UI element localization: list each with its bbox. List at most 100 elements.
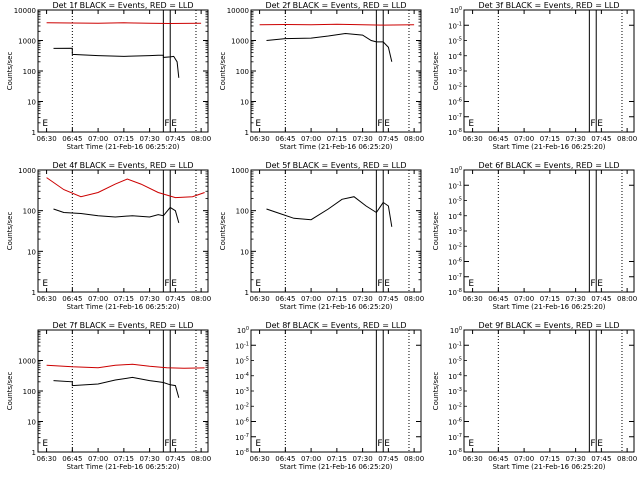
y-tick-label: 10-8 — [448, 448, 462, 457]
events-series-line — [53, 47, 180, 78]
chart-title: Det 3f BLACK = Events, RED = LLD — [478, 1, 619, 10]
y-tick-label: 10 — [27, 99, 36, 107]
chart-panel-8: Det 8f BLACK = Events, RED = LLD10010-11… — [235, 321, 424, 471]
plot-frame — [37, 329, 209, 453]
event-marker-label: F — [164, 119, 169, 129]
y-tick-label: 100 — [236, 68, 249, 76]
x-tick-label: 06:30 — [36, 135, 56, 143]
y-tick-label: 100 — [23, 388, 36, 396]
x-tick-label: 07:00 — [514, 135, 534, 143]
x-tick-label: 07:15 — [540, 455, 560, 463]
x-tick-label: 06:30 — [462, 455, 482, 463]
x-tick-label: 06:45 — [62, 135, 82, 143]
y-tick-label: 100 — [450, 166, 462, 175]
events-series-line — [53, 206, 180, 224]
x-tick-label: 07:15 — [327, 455, 347, 463]
y-axis-label: Counts/sec — [6, 372, 14, 411]
y-tick-label: 10 — [27, 419, 36, 427]
x-tick-label: 07:15 — [540, 295, 560, 303]
y-tick-label: 10-8 — [235, 448, 249, 457]
x-tick-label: 08:00 — [617, 295, 637, 303]
x-tick-label: 07:45 — [378, 455, 398, 463]
x-tick-label: 08:00 — [617, 135, 637, 143]
y-axis: 100 10-1 10-6 10-7 10-8 10-2 10-3 10-4 10-5 — [448, 326, 634, 457]
y-axis: 1 10 100 1000 10000 — [14, 7, 208, 137]
event-marker-label: F — [590, 439, 595, 449]
chart-panel-2: Det 2f BLACK = Events, RED = LLD 1 10 100 10… — [219, 1, 424, 151]
x-tick-label: 07:00 — [88, 295, 108, 303]
y-tick-label: 10-5 — [448, 37, 462, 46]
chart-panel-7: Det 7f BLACK = Events, RED = LLD 1 10 100 10… — [6, 321, 211, 471]
y-tick-label: 1000 — [231, 38, 249, 46]
x-tick-label: 07:00 — [301, 295, 321, 303]
event-marker-label: F — [590, 279, 595, 289]
x-tick-label: 07:30 — [566, 135, 586, 143]
x-tick-label: 07:30 — [140, 295, 160, 303]
x-tick-label: 06:30 — [462, 295, 482, 303]
chart-title: Det 1f BLACK = Events, RED = LLD — [52, 1, 193, 10]
y-tick-label: 10-5 — [448, 197, 462, 206]
x-tick-label: 07:15 — [327, 135, 347, 143]
x-tick-label: 07:45 — [378, 135, 398, 143]
x-tick-label: 07:30 — [353, 455, 373, 463]
x-tick-label: 07:00 — [88, 455, 108, 463]
x-axis-label: Start Time (21-Feb-16 06:25:20) — [492, 143, 605, 151]
x-tick-label: 08:00 — [404, 135, 424, 143]
x-tick-label: 07:15 — [114, 135, 134, 143]
x-tick-label: 08:00 — [191, 135, 211, 143]
lld-series-line — [46, 363, 205, 369]
y-axis-label: Counts/sec — [219, 52, 227, 91]
y-tick-label: 1 — [245, 289, 249, 297]
y-tick-label: 10-5 — [235, 357, 249, 366]
y-tick-label: 100 — [237, 326, 249, 335]
x-axis: 06:30 06:45 07:00 07:15 07:30 07:45 08:00 Start… — [249, 330, 424, 471]
y-tick-label: 1000 — [18, 167, 36, 175]
event-marker-label: E — [468, 119, 474, 129]
x-tick-label: 07:00 — [514, 455, 534, 463]
x-tick-label: 06:30 — [249, 455, 269, 463]
event-marker-label: E — [42, 119, 48, 129]
y-tick-label: 10-1 — [448, 181, 462, 190]
x-tick-label: 07:45 — [591, 135, 611, 143]
plot-frame — [37, 9, 209, 133]
y-tick-label: 10 — [240, 99, 249, 107]
x-tick-label: 08:00 — [617, 455, 637, 463]
y-tick-label: 10-7 — [448, 273, 462, 282]
plot-frame — [250, 169, 422, 293]
event-marker-label: E — [171, 439, 177, 449]
y-tick-label: 100 — [23, 68, 36, 76]
y-axis: 100 10-1 10-6 10-7 10-8 10-2 10-3 10-4 10-5 — [448, 6, 634, 137]
y-tick-label: 10-8 — [448, 288, 462, 297]
chart-title: Det 8f BLACK = Events, RED = LLD — [265, 321, 406, 330]
chart-title: Det 2f BLACK = Events, RED = LLD — [265, 1, 406, 10]
y-tick-label: 10-3 — [448, 387, 462, 396]
x-tick-label: 07:30 — [353, 135, 373, 143]
lld-series-line — [259, 23, 415, 26]
events-series-line — [53, 376, 180, 398]
y-tick-label: 10-3 — [235, 387, 249, 396]
events-series-line — [266, 196, 393, 227]
lld-series-line — [46, 177, 205, 199]
event-marker-label: E — [468, 279, 474, 289]
y-tick-label: 10000 — [14, 7, 36, 15]
y-tick-label: 10-7 — [235, 433, 249, 442]
y-tick-label: 1 — [32, 449, 36, 457]
x-axis: 06:30 06:45 07:00 07:15 07:30 07:45 08:00 Start… — [36, 10, 211, 151]
y-tick-label: 10 — [27, 248, 36, 256]
x-axis-label: Start Time (21-Feb-16 06:25:20) — [66, 303, 179, 311]
y-tick-label: 100 — [450, 326, 462, 335]
x-tick-label: 08:00 — [404, 455, 424, 463]
event-marker-label: F — [164, 279, 169, 289]
y-tick-label: 10-4 — [448, 372, 462, 381]
x-tick-label: 08:00 — [191, 455, 211, 463]
event-marker-label: F — [377, 119, 382, 129]
x-tick-label: 07:30 — [566, 295, 586, 303]
x-tick-label: 07:30 — [566, 455, 586, 463]
x-tick-label: 06:45 — [62, 455, 82, 463]
plot-frame — [37, 169, 209, 293]
y-tick-label: 10-5 — [448, 357, 462, 366]
x-axis: 06:30 06:45 07:00 07:15 07:30 07:45 08:00 Start… — [36, 170, 211, 311]
y-tick-label: 1000 — [231, 167, 249, 175]
y-tick-label: 10-2 — [448, 242, 462, 251]
y-tick-label: 1 — [32, 129, 36, 137]
